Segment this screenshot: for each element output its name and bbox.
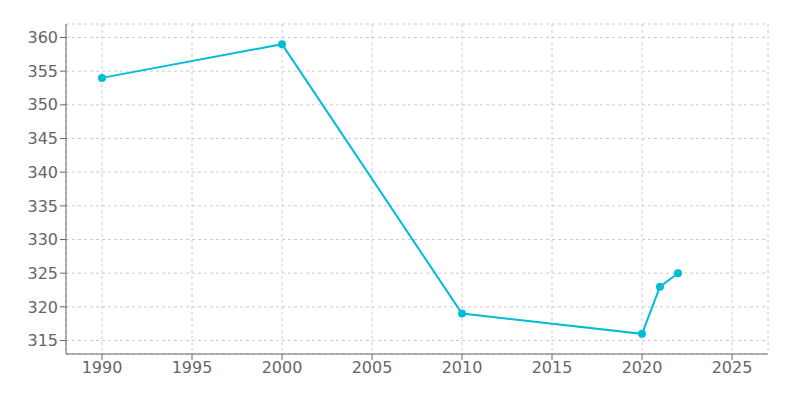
svg-text:345: 345 [27, 129, 58, 148]
svg-text:2010: 2010 [442, 358, 483, 377]
svg-text:2020: 2020 [622, 358, 663, 377]
svg-text:350: 350 [27, 95, 58, 114]
svg-text:315: 315 [27, 331, 58, 350]
svg-text:2025: 2025 [712, 358, 753, 377]
svg-text:340: 340 [27, 163, 58, 182]
svg-text:1995: 1995 [172, 358, 213, 377]
svg-text:335: 335 [27, 197, 58, 216]
svg-text:330: 330 [27, 230, 58, 249]
svg-text:325: 325 [27, 264, 58, 283]
svg-text:2005: 2005 [352, 358, 393, 377]
svg-text:360: 360 [27, 28, 58, 47]
svg-text:320: 320 [27, 298, 58, 317]
svg-text:355: 355 [27, 62, 58, 81]
svg-text:2000: 2000 [262, 358, 303, 377]
svg-text:2015: 2015 [532, 358, 573, 377]
svg-text:1990: 1990 [82, 358, 123, 377]
